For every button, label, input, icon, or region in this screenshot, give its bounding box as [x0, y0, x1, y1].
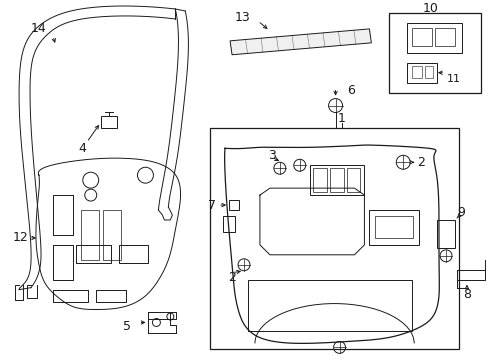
Bar — [375, 216, 412, 238]
Bar — [411, 66, 421, 78]
Text: 9: 9 — [456, 206, 464, 219]
Bar — [102, 210, 121, 260]
Bar — [346, 168, 360, 192]
Text: 12: 12 — [13, 231, 29, 244]
Bar — [424, 66, 432, 78]
Text: 5: 5 — [122, 320, 130, 333]
Bar — [96, 290, 125, 302]
Bar — [368, 210, 418, 245]
Text: 3: 3 — [267, 149, 275, 162]
Bar — [388, 13, 480, 93]
Polygon shape — [229, 29, 370, 55]
Text: 11: 11 — [446, 74, 460, 84]
Text: 8: 8 — [462, 288, 470, 301]
Bar — [223, 216, 235, 232]
Bar — [53, 195, 73, 235]
Bar — [53, 290, 87, 302]
Bar — [407, 23, 461, 53]
Text: 4: 4 — [79, 142, 86, 155]
Text: 2: 2 — [416, 156, 424, 169]
Bar — [309, 165, 364, 195]
Bar — [247, 280, 411, 332]
Bar — [119, 245, 148, 263]
Bar — [76, 245, 110, 263]
Bar — [53, 245, 73, 280]
Bar — [407, 63, 436, 83]
Bar — [434, 28, 454, 46]
Text: 13: 13 — [235, 12, 250, 24]
Bar — [81, 210, 99, 260]
Bar — [329, 168, 343, 192]
Bar — [101, 117, 116, 129]
Text: 7: 7 — [208, 199, 216, 212]
Bar — [312, 168, 326, 192]
Bar — [228, 200, 239, 210]
Text: 10: 10 — [422, 3, 438, 15]
Bar — [411, 28, 431, 46]
Text: 1: 1 — [337, 112, 345, 125]
Text: 14: 14 — [31, 22, 47, 35]
Text: 6: 6 — [347, 84, 355, 97]
Text: 2: 2 — [227, 271, 236, 284]
Bar — [436, 220, 454, 248]
Bar — [210, 129, 458, 349]
